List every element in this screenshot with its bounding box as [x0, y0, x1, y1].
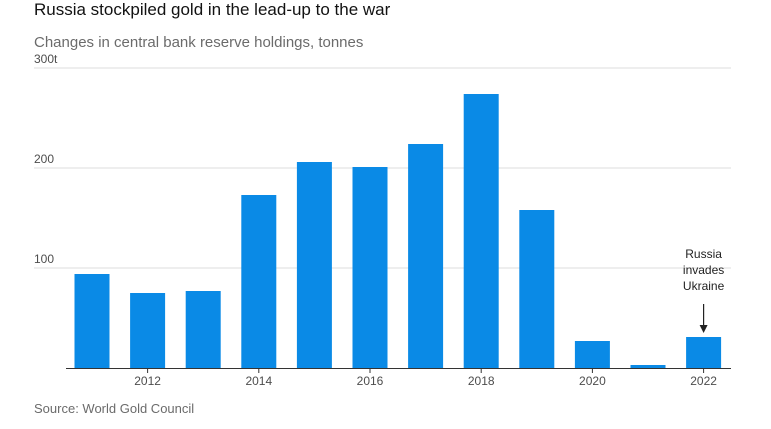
chart-title: Russia stockpiled gold in the lead-up to…: [34, 0, 391, 19]
bar-2016: [352, 167, 388, 368]
bar-2015: [296, 162, 332, 368]
x-tick-label-2022: 2022: [690, 374, 717, 388]
bar-2018: [463, 94, 499, 368]
bars: [74, 94, 722, 368]
annotation-arrow-head: [699, 325, 708, 333]
tick-labels: 100 200 300t 2012 2014 2016 2018 2020 2022: [34, 52, 717, 388]
bar-2020: [574, 341, 610, 368]
bar-2019: [519, 210, 555, 368]
bar-2012: [130, 293, 166, 368]
bar-2021: [630, 365, 666, 368]
x-tick-label-2020: 2020: [579, 374, 606, 388]
source-note: Source: World Gold Council: [34, 401, 195, 416]
y-tick-label-200: 200: [34, 152, 54, 166]
x-tick-label-2016: 2016: [357, 374, 384, 388]
annotation-line-3: Ukraine: [683, 279, 725, 293]
bar-2011: [74, 274, 110, 368]
x-axis: [66, 368, 731, 373]
x-tick-label-2018: 2018: [468, 374, 495, 388]
bar-2013: [185, 291, 221, 368]
bar-2017: [408, 144, 444, 368]
chart-subtitle: Changes in central bank reserve holdings…: [34, 34, 364, 51]
bar-2014: [241, 195, 277, 368]
annotation-line-2: invades: [683, 263, 724, 277]
bar-2022: [686, 337, 722, 368]
annotation-line-1: Russia: [685, 247, 722, 261]
y-tick-label-100: 100: [34, 252, 54, 266]
x-tick-label-2014: 2014: [245, 374, 272, 388]
annotation: Russia invades Ukraine: [683, 247, 725, 333]
x-tick-label-2012: 2012: [134, 374, 161, 388]
y-tick-label-300: 300t: [34, 52, 58, 66]
